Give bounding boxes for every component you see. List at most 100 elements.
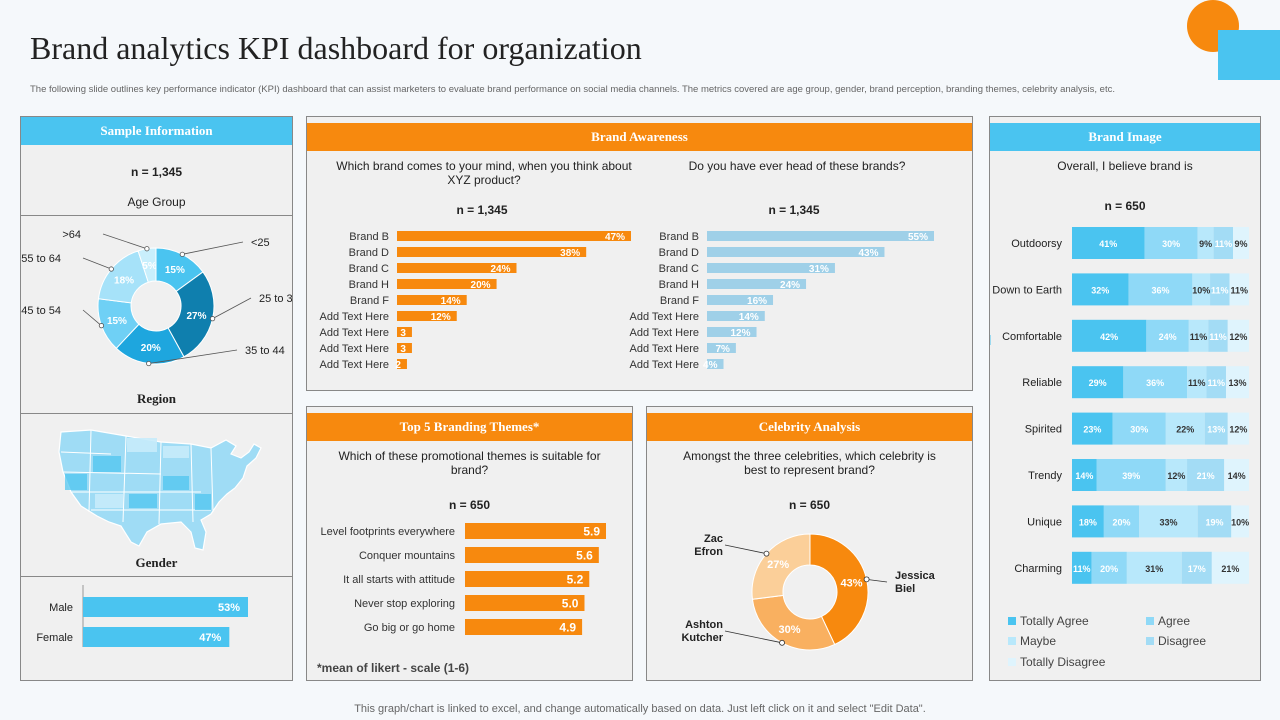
awareness-data-label: 14% <box>739 312 759 323</box>
theme-bar <box>465 523 606 539</box>
brand-image-segment <box>1072 412 1113 445</box>
awareness-n-1: n = 1,345 <box>456 203 508 217</box>
brand-image-segment <box>1231 505 1249 538</box>
age-data-label: 5% <box>142 261 157 272</box>
brand-image-data-label: 14% <box>1228 471 1246 481</box>
brand-image-data-label: 29% <box>1089 378 1107 388</box>
awareness-bar <box>707 263 835 273</box>
brand-image-data-label: 41% <box>1099 239 1117 249</box>
brand-image-data-label: 33% <box>1159 517 1177 527</box>
brand-image-segment <box>1188 319 1209 352</box>
awareness-data-label: 16% <box>747 296 767 307</box>
brand-image-data-label: 10% <box>1231 517 1249 527</box>
decorative-blue-square <box>1218 30 1280 80</box>
brand-image-data-label: 21% <box>1221 564 1239 574</box>
gender-bar <box>83 597 248 617</box>
celebrity-data-label: 27% <box>767 559 789 571</box>
celebrity-callout-line <box>724 630 783 644</box>
celebrity-slice <box>751 533 811 600</box>
gender-data-label: 53% <box>218 602 240 614</box>
age-data-label: 20% <box>141 343 161 354</box>
awareness-top-of-mind-chart: Brand B 47% Brand D 38% Brand C 24% Brand H 20%… <box>319 231 631 371</box>
themes-footnote: *mean of likert - scale (1-6) <box>317 661 470 675</box>
brand-image-data-label: 30% <box>1130 425 1148 435</box>
brand-image-header: Brand Image <box>990 123 1260 151</box>
celebrity-callout-line <box>866 578 888 583</box>
age-callout-line <box>82 309 102 326</box>
celebrity-callout-dot <box>863 576 870 583</box>
brand-image-segment <box>1225 366 1249 399</box>
celebrity-callout-line <box>724 544 767 555</box>
awareness-aided-chart: Brand B 55% Brand D 43% Brand C 31% Brand H 24%… <box>629 231 934 371</box>
brand-image-data-label: 19% <box>1205 517 1223 527</box>
sample-information-header: Sample Information <box>21 117 292 145</box>
awareness-data-label: 43% <box>858 248 878 259</box>
themes-n: n = 650 <box>448 498 491 512</box>
brand-image-segment <box>1204 412 1228 445</box>
brand-image-category-label: Reliable <box>1022 377 1062 389</box>
theme-data-label: 5.6 <box>576 549 593 563</box>
awareness-data-label: 12% <box>731 328 751 339</box>
brand-image-data-label: 11% <box>1209 332 1227 342</box>
awareness-data-label: 38% <box>560 248 580 259</box>
celebrity-analysis-panel: Celebrity Analysis Amongst the three cel… <box>646 406 973 681</box>
brand-image-segment <box>1165 459 1188 491</box>
brand-image-data-label: 22% <box>1176 425 1194 435</box>
awareness-category-label: Add Text Here <box>319 343 389 355</box>
brand-awareness-header: Brand Awareness <box>307 123 972 151</box>
celebrity-data-label: 43% <box>840 578 862 590</box>
brand-image-data-label: 11% <box>1215 239 1233 249</box>
theme-data-label: 5.0 <box>562 597 579 611</box>
brand-image-segment <box>1211 551 1249 584</box>
region-label: Region <box>137 391 176 406</box>
awareness-bar <box>707 279 807 289</box>
awareness-category-label: Add Text Here <box>629 359 699 371</box>
legend-label: Disagree <box>1158 634 1207 648</box>
awareness-data-label: 20% <box>471 280 491 291</box>
brand-image-segment <box>1206 366 1226 399</box>
brand-image-data-label: 23% <box>1083 425 1101 435</box>
brand-image-segment <box>1112 412 1166 445</box>
gender-data-label: 47% <box>199 632 221 644</box>
theme-bar <box>465 571 590 587</box>
legend-label: Totally Agree <box>1020 614 1089 628</box>
brand-image-data-label: 24% <box>1159 332 1177 342</box>
sample-n: n = 1,345 <box>130 165 183 179</box>
brand-image-segment <box>1197 227 1214 259</box>
awareness-data-label: 24% <box>780 280 800 291</box>
celebrity-name-label: Efron <box>694 546 723 558</box>
divider <box>21 576 292 577</box>
awareness-bar <box>397 247 587 257</box>
age-slice <box>167 271 215 358</box>
awareness-bar <box>397 327 412 337</box>
brand-image-category-label: Unique <box>1027 516 1062 528</box>
awareness-category-label: Add Text Here <box>319 359 389 371</box>
age-callout-line <box>148 349 238 364</box>
sample-information-panel: Sample Information n = 1,345 Age Group 1… <box>20 116 293 681</box>
brand-image-data-label: 14% <box>1075 471 1093 481</box>
awareness-bar <box>707 327 757 337</box>
brand-image-data-label: 11% <box>1230 285 1248 295</box>
awareness-bar <box>707 311 765 321</box>
divider <box>21 215 292 216</box>
legend-item: Maybe <box>1008 634 1056 648</box>
legend-label: Agree <box>1158 614 1191 628</box>
brand-image-segment <box>1208 319 1228 352</box>
awareness-bar <box>397 263 517 273</box>
awareness-category-label: Brand B <box>349 231 389 243</box>
divider <box>21 413 292 414</box>
age-callout-dot <box>98 323 105 329</box>
brand-image-segment <box>1144 227 1198 259</box>
brand-image-panel: Brand Image Overall, I believe brand is … <box>989 116 1261 681</box>
theme-category-label: Conquer mountains <box>359 550 456 562</box>
footer-note: This graph/chart is linked to excel, and… <box>354 703 926 715</box>
brand-image-category-label: Spirited <box>1025 424 1062 436</box>
awareness-question-1: Which brand comes to your mind, when you… <box>336 159 632 187</box>
age-data-label: 15% <box>107 316 127 327</box>
brand-image-segment <box>1072 551 1092 584</box>
brand-image-segment <box>1139 505 1198 538</box>
celebrity-name-label: Jessica <box>895 570 936 582</box>
branding-themes-panel: Top 5 Branding Themes* Which of these pr… <box>306 406 633 681</box>
brand-image-segment <box>1213 227 1234 259</box>
